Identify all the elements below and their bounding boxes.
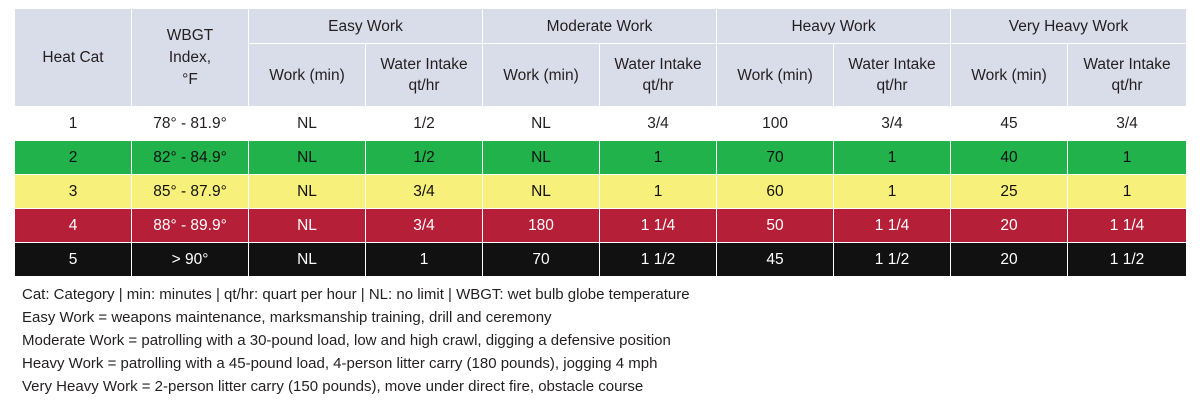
very-heavy-water-cell: 3/4	[1067, 106, 1188, 141]
easy-work-min-cell: NL	[248, 242, 366, 277]
easy-work-min-cell: NL	[248, 208, 366, 243]
heat-cat-header: Heat Cat	[14, 8, 132, 107]
wbgt-header-label: WBGT Index, °F	[166, 26, 214, 88]
footnotes: Cat: Category | min: minutes | qt/hr: qu…	[22, 283, 1182, 398]
very-heavy-work-min-cell: 20	[950, 242, 1069, 277]
wbgt-range-cell: 82° - 84.9°	[131, 140, 249, 175]
heavy-work-min-cell: 60	[716, 174, 835, 209]
table-row: 4 88° - 89.9° NL 3/4 180 1 1/4 50 1 1/4 20 1 1/4	[14, 208, 1188, 243]
easy-work-min-cell: NL	[248, 140, 366, 175]
work-min-header: Work (min)	[482, 43, 600, 107]
heavy-work-min-cell: 70	[716, 140, 835, 175]
footnote-heavy-work: Heavy Work = patrolling with a 45-pound …	[22, 355, 658, 372]
water-intake-header: Water Intake qt/hr	[365, 43, 483, 107]
heavy-work-min-cell: 45	[716, 242, 835, 277]
table-row: 3 85° - 87.9° NL 3/4 NL 1 60 1 25 1	[14, 174, 1188, 209]
table-body: 1 78° - 81.9° NL 1/2 NL 3/4 100 3/4 45 3/4 2 82° - …	[14, 106, 1188, 277]
table-row: 2 82° - 84.9° NL 1/2 NL 1 70 1 40 1	[14, 140, 1188, 175]
moderate-water-cell: 1 1/2	[598, 242, 718, 277]
very-heavy-water-cell: 1 1/2	[1067, 242, 1188, 277]
wbgt-range-cell: 78° - 81.9°	[131, 106, 249, 141]
footnote-moderate-work: Moderate Work = patrolling with a 30-pou…	[22, 332, 671, 349]
very-heavy-work-min-cell: 25	[950, 174, 1069, 209]
easy-water-cell: 3/4	[365, 208, 483, 243]
footnote-easy-work: Easy Work = weapons maintenance, marksma…	[22, 309, 552, 326]
water-intake-header: Water Intake qt/hr	[833, 43, 952, 107]
very-heavy-water-cell: 1	[1067, 174, 1188, 209]
work-min-header: Work (min)	[950, 43, 1069, 107]
heat-category-table: Heat Cat WBGT Index, °F Easy Work Modera…	[14, 8, 1188, 277]
wbgt-header: WBGT Index, °F	[131, 8, 249, 107]
moderate-water-cell: 3/4	[598, 106, 718, 141]
water-intake-header: Water Intake qt/hr	[598, 43, 718, 107]
heat-cat-cell: 2	[14, 140, 132, 175]
wbgt-range-cell: 85° - 87.9°	[131, 174, 249, 209]
table-row: 5 > 90° NL 1 70 1 1/2 45 1 1/2 20 1 1/2	[14, 242, 1188, 277]
moderate-work-min-cell: NL	[482, 174, 600, 209]
moderate-work-min-cell: 70	[482, 242, 600, 277]
water-intake-header: Water Intake qt/hr	[1067, 43, 1188, 107]
easy-work-min-cell: NL	[248, 106, 366, 141]
footnote-abbreviations: Cat: Category | min: minutes | qt/hr: qu…	[22, 286, 690, 303]
heavy-water-cell: 1	[833, 174, 952, 209]
table-header: Heat Cat WBGT Index, °F Easy Work Modera…	[14, 8, 1188, 107]
very-heavy-work-min-cell: 20	[950, 208, 1069, 243]
heat-cat-cell: 1	[14, 106, 132, 141]
heavy-water-cell: 3/4	[833, 106, 952, 141]
easy-water-cell: 1	[365, 242, 483, 277]
wbgt-range-cell: > 90°	[131, 242, 249, 277]
very-heavy-water-cell: 1	[1067, 140, 1188, 175]
moderate-water-cell: 1	[598, 140, 718, 175]
moderate-work-header: Moderate Work	[481, 8, 718, 44]
moderate-work-min-cell: NL	[482, 140, 600, 175]
very-heavy-work-min-cell: 45	[950, 106, 1069, 141]
heavy-water-cell: 1	[833, 140, 952, 175]
easy-work-header: Easy Work	[248, 8, 483, 44]
table-row: 1 78° - 81.9° NL 1/2 NL 3/4 100 3/4 45 3/4	[14, 106, 1188, 141]
very-heavy-work-header: Very Heavy Work	[950, 8, 1188, 44]
heavy-work-min-cell: 50	[716, 208, 835, 243]
footnote-very-heavy-work: Very Heavy Work = 2-person litter carry …	[22, 378, 644, 395]
work-min-header: Work (min)	[248, 43, 366, 107]
easy-water-cell: 1/2	[365, 140, 483, 175]
heat-cat-cell: 3	[14, 174, 132, 209]
moderate-work-min-cell: 180	[482, 208, 600, 243]
heavy-water-cell: 1 1/2	[833, 242, 952, 277]
moderate-work-min-cell: NL	[482, 106, 600, 141]
wbgt-range-cell: 88° - 89.9°	[131, 208, 249, 243]
moderate-water-cell: 1	[598, 174, 718, 209]
work-min-header: Work (min)	[716, 43, 835, 107]
easy-water-cell: 3/4	[365, 174, 483, 209]
heat-cat-cell: 4	[14, 208, 132, 243]
moderate-water-cell: 1 1/4	[598, 208, 718, 243]
heat-cat-cell: 5	[14, 242, 132, 277]
very-heavy-work-min-cell: 40	[950, 140, 1069, 175]
heavy-water-cell: 1 1/4	[833, 208, 952, 243]
heavy-work-min-cell: 100	[716, 106, 835, 141]
very-heavy-water-cell: 1 1/4	[1067, 208, 1188, 243]
heavy-work-header: Heavy Work	[716, 8, 952, 44]
easy-work-min-cell: NL	[248, 174, 366, 209]
easy-water-cell: 1/2	[365, 106, 483, 141]
